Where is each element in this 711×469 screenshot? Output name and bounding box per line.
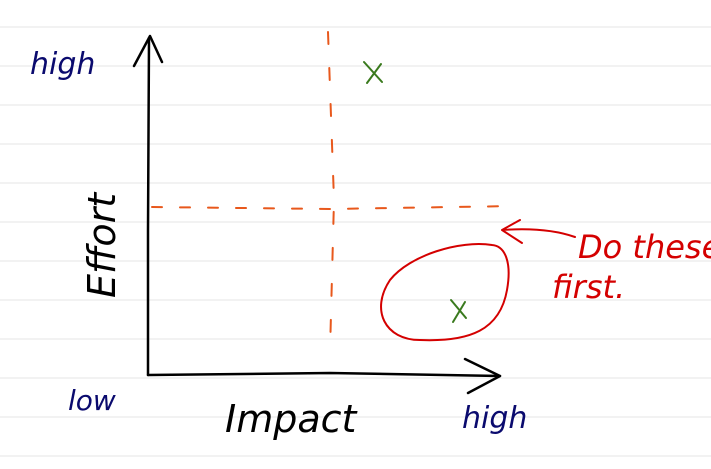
horizontal-divider — [151, 205, 516, 211]
x-axis — [146, 371, 502, 378]
annotation-line-2: first. — [552, 268, 625, 306]
y-axis-label: Effort — [80, 191, 124, 298]
vertical-divider — [327, 31, 336, 353]
y-axis-arrowhead — [132, 34, 164, 68]
y-axis — [146, 36, 151, 377]
origin-low-label: low — [68, 384, 116, 417]
annotation-arrow — [501, 219, 576, 244]
x-axis-label: Impact — [225, 397, 359, 441]
highlight-circle — [380, 243, 510, 342]
x-mark-high-effort — [363, 61, 383, 84]
x-axis-arrowhead — [463, 357, 502, 395]
annotation-line-1: Do these — [578, 228, 711, 266]
x-axis-high-label: high — [462, 401, 527, 436]
ruled-lines — [0, 26, 711, 457]
x-mark-low-effort — [450, 299, 467, 323]
y-axis-high-label: high — [30, 47, 95, 82]
